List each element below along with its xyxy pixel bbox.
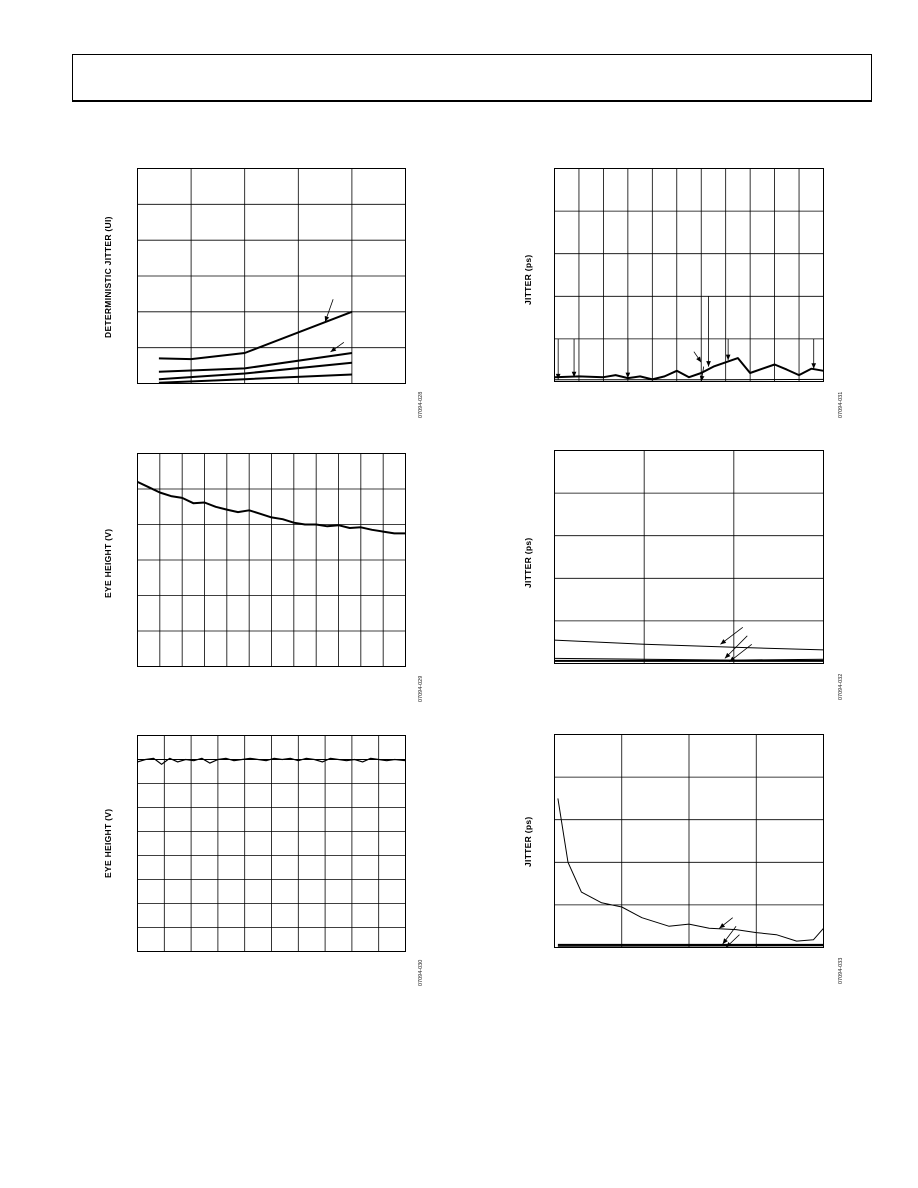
y-axis-label: JITTER (ps): [523, 816, 533, 867]
annotation-arrowhead: [555, 373, 561, 380]
figure-code: 07094-031: [838, 391, 844, 418]
annotation-arrowhead: [725, 354, 731, 361]
plot-frame: [554, 734, 824, 948]
eye-height-middle-chart: [137, 453, 406, 667]
annotation-arrowhead: [725, 941, 732, 948]
series-line: [554, 657, 824, 661]
series-line: [158, 310, 353, 361]
annotation-arrowhead: [699, 375, 705, 382]
series-line: [137, 480, 406, 535]
y-axis-label: JITTER (ps): [523, 254, 533, 305]
figure-code: 07094-029: [418, 675, 424, 702]
annotation-arrowhead: [722, 938, 728, 945]
plot-frame: [137, 453, 406, 667]
page-header-box: [72, 54, 872, 102]
series-line: [158, 373, 352, 384]
series-line: [554, 639, 824, 651]
annotation-arrowhead: [811, 363, 817, 369]
annotation-arrowhead: [729, 656, 736, 662]
deterministic-jitter-chart: [137, 168, 406, 384]
annotation-arrowhead: [720, 639, 727, 645]
annotation-arrowhead: [696, 356, 702, 363]
annotation-arrowhead: [724, 652, 731, 659]
jitter-top-chart: [554, 168, 824, 382]
annotation-arrowhead: [571, 371, 577, 378]
annotation-arrowhead: [706, 361, 711, 367]
jitter-middle-chart: [554, 450, 824, 664]
annotation-arrowhead: [719, 923, 726, 929]
plot-frame: [554, 168, 824, 382]
series-line: [158, 361, 353, 381]
y-axis-label: EYE HEIGHT (V): [103, 808, 113, 878]
y-axis-label: EYE HEIGHT (V): [103, 528, 113, 598]
y-axis-label: DETERMINISTIC JITTER (UI): [103, 216, 113, 338]
series-line: [557, 798, 824, 942]
annotation-arrowhead: [324, 315, 330, 322]
figure-code: 07094-028: [418, 391, 424, 418]
figure-code: 07094-030: [418, 959, 424, 986]
plot-frame: [137, 168, 406, 384]
plot-frame: [554, 450, 824, 664]
annotation-arrowhead: [625, 372, 631, 379]
annotation-arrowhead: [330, 346, 337, 352]
eye-height-bottom-chart: [137, 735, 406, 952]
figure-code: 07094-032: [838, 673, 844, 700]
y-axis-label: JITTER (ps): [523, 537, 533, 588]
series-line: [158, 352, 353, 373]
figure-code: 07094-033: [838, 957, 844, 984]
jitter-bottom-chart: [554, 734, 824, 948]
plot-frame: [137, 735, 406, 952]
series-line: [554, 357, 824, 381]
